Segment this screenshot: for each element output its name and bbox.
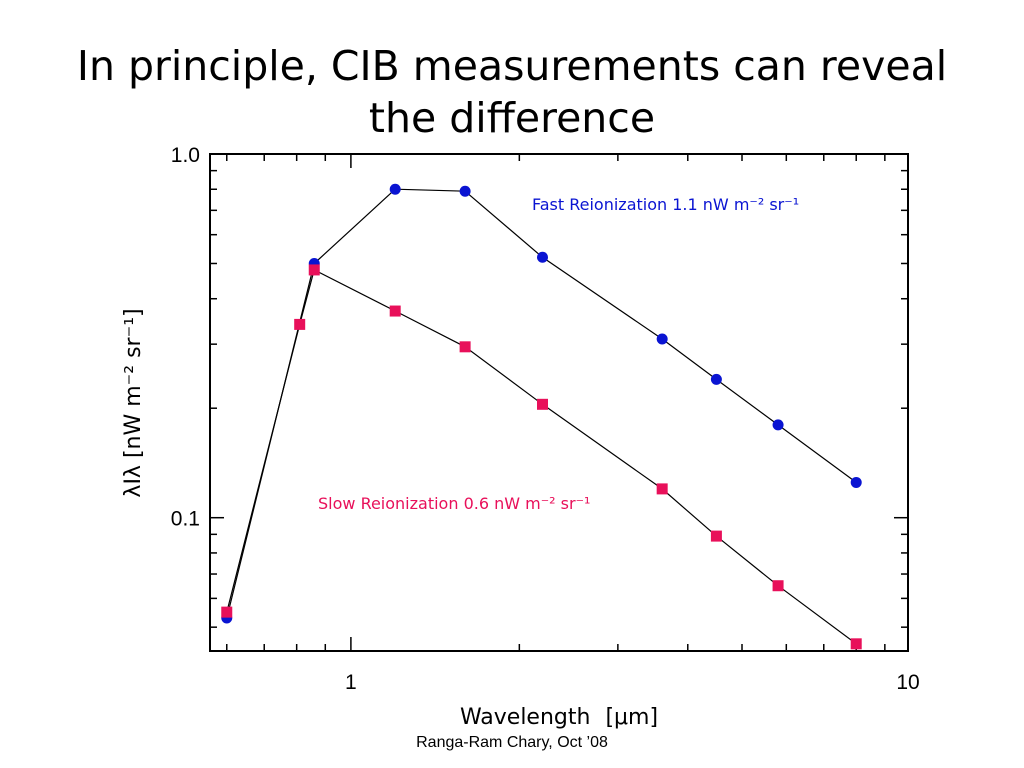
- fast-reionization-point: [459, 185, 471, 197]
- x-axis-unit: [μm]: [605, 705, 658, 730]
- x-tick-label: 10: [896, 671, 919, 694]
- slow-reionization-point: [221, 606, 233, 618]
- axis-ticks: [210, 153, 909, 651]
- slide-title-line-1: In principle, CIB measurements can revea…: [76, 42, 948, 90]
- y-tick-label: 1.0: [171, 144, 200, 167]
- fast-reionization-point: [850, 476, 862, 488]
- slow-reionization-point: [389, 305, 401, 317]
- x-axis-label: Wavelength [μm]: [460, 705, 658, 730]
- slow-reionization-point: [656, 483, 668, 495]
- fast-reionization-label: Fast Reionization 1.1 nW m⁻² sr⁻¹: [532, 195, 799, 214]
- slow-reionization-point: [536, 398, 548, 410]
- slow-reionization-point: [459, 341, 471, 353]
- plot-frame: [209, 153, 909, 652]
- series-markers: [221, 183, 862, 650]
- x-axis-label-text: Wavelength: [460, 705, 591, 730]
- slow-reionization-point: [294, 318, 306, 330]
- slow-reionization-point: [850, 638, 862, 650]
- slow-reionization-point: [772, 580, 784, 592]
- fast-reionization-point: [772, 419, 784, 431]
- slide-title-line-2: the difference: [368, 94, 656, 142]
- slide-title: In principle, CIB measurements can revea…: [0, 40, 1024, 144]
- fast-reionization-point: [656, 333, 668, 345]
- author-credit: Ranga-Ram Chary, Oct ’08: [416, 734, 608, 751]
- y-axis-label: λIλ [nW m⁻² sr⁻¹]: [121, 308, 146, 497]
- slow-reionization-point: [710, 530, 722, 542]
- tick-labels: 1 10 0.1 1.0: [171, 144, 920, 694]
- x-tick-label: 1: [345, 671, 357, 694]
- slow-reionization-label: Slow Reionization 0.6 nW m⁻² sr⁻¹: [318, 494, 590, 513]
- fast-reionization-point: [710, 373, 722, 385]
- slow-reionization-point: [308, 264, 320, 276]
- fast-reionization-point: [389, 183, 401, 195]
- slow-reionization-line: [226, 269, 857, 645]
- fast-reionization-point: [536, 251, 548, 263]
- y-tick-label: 0.1: [171, 508, 200, 531]
